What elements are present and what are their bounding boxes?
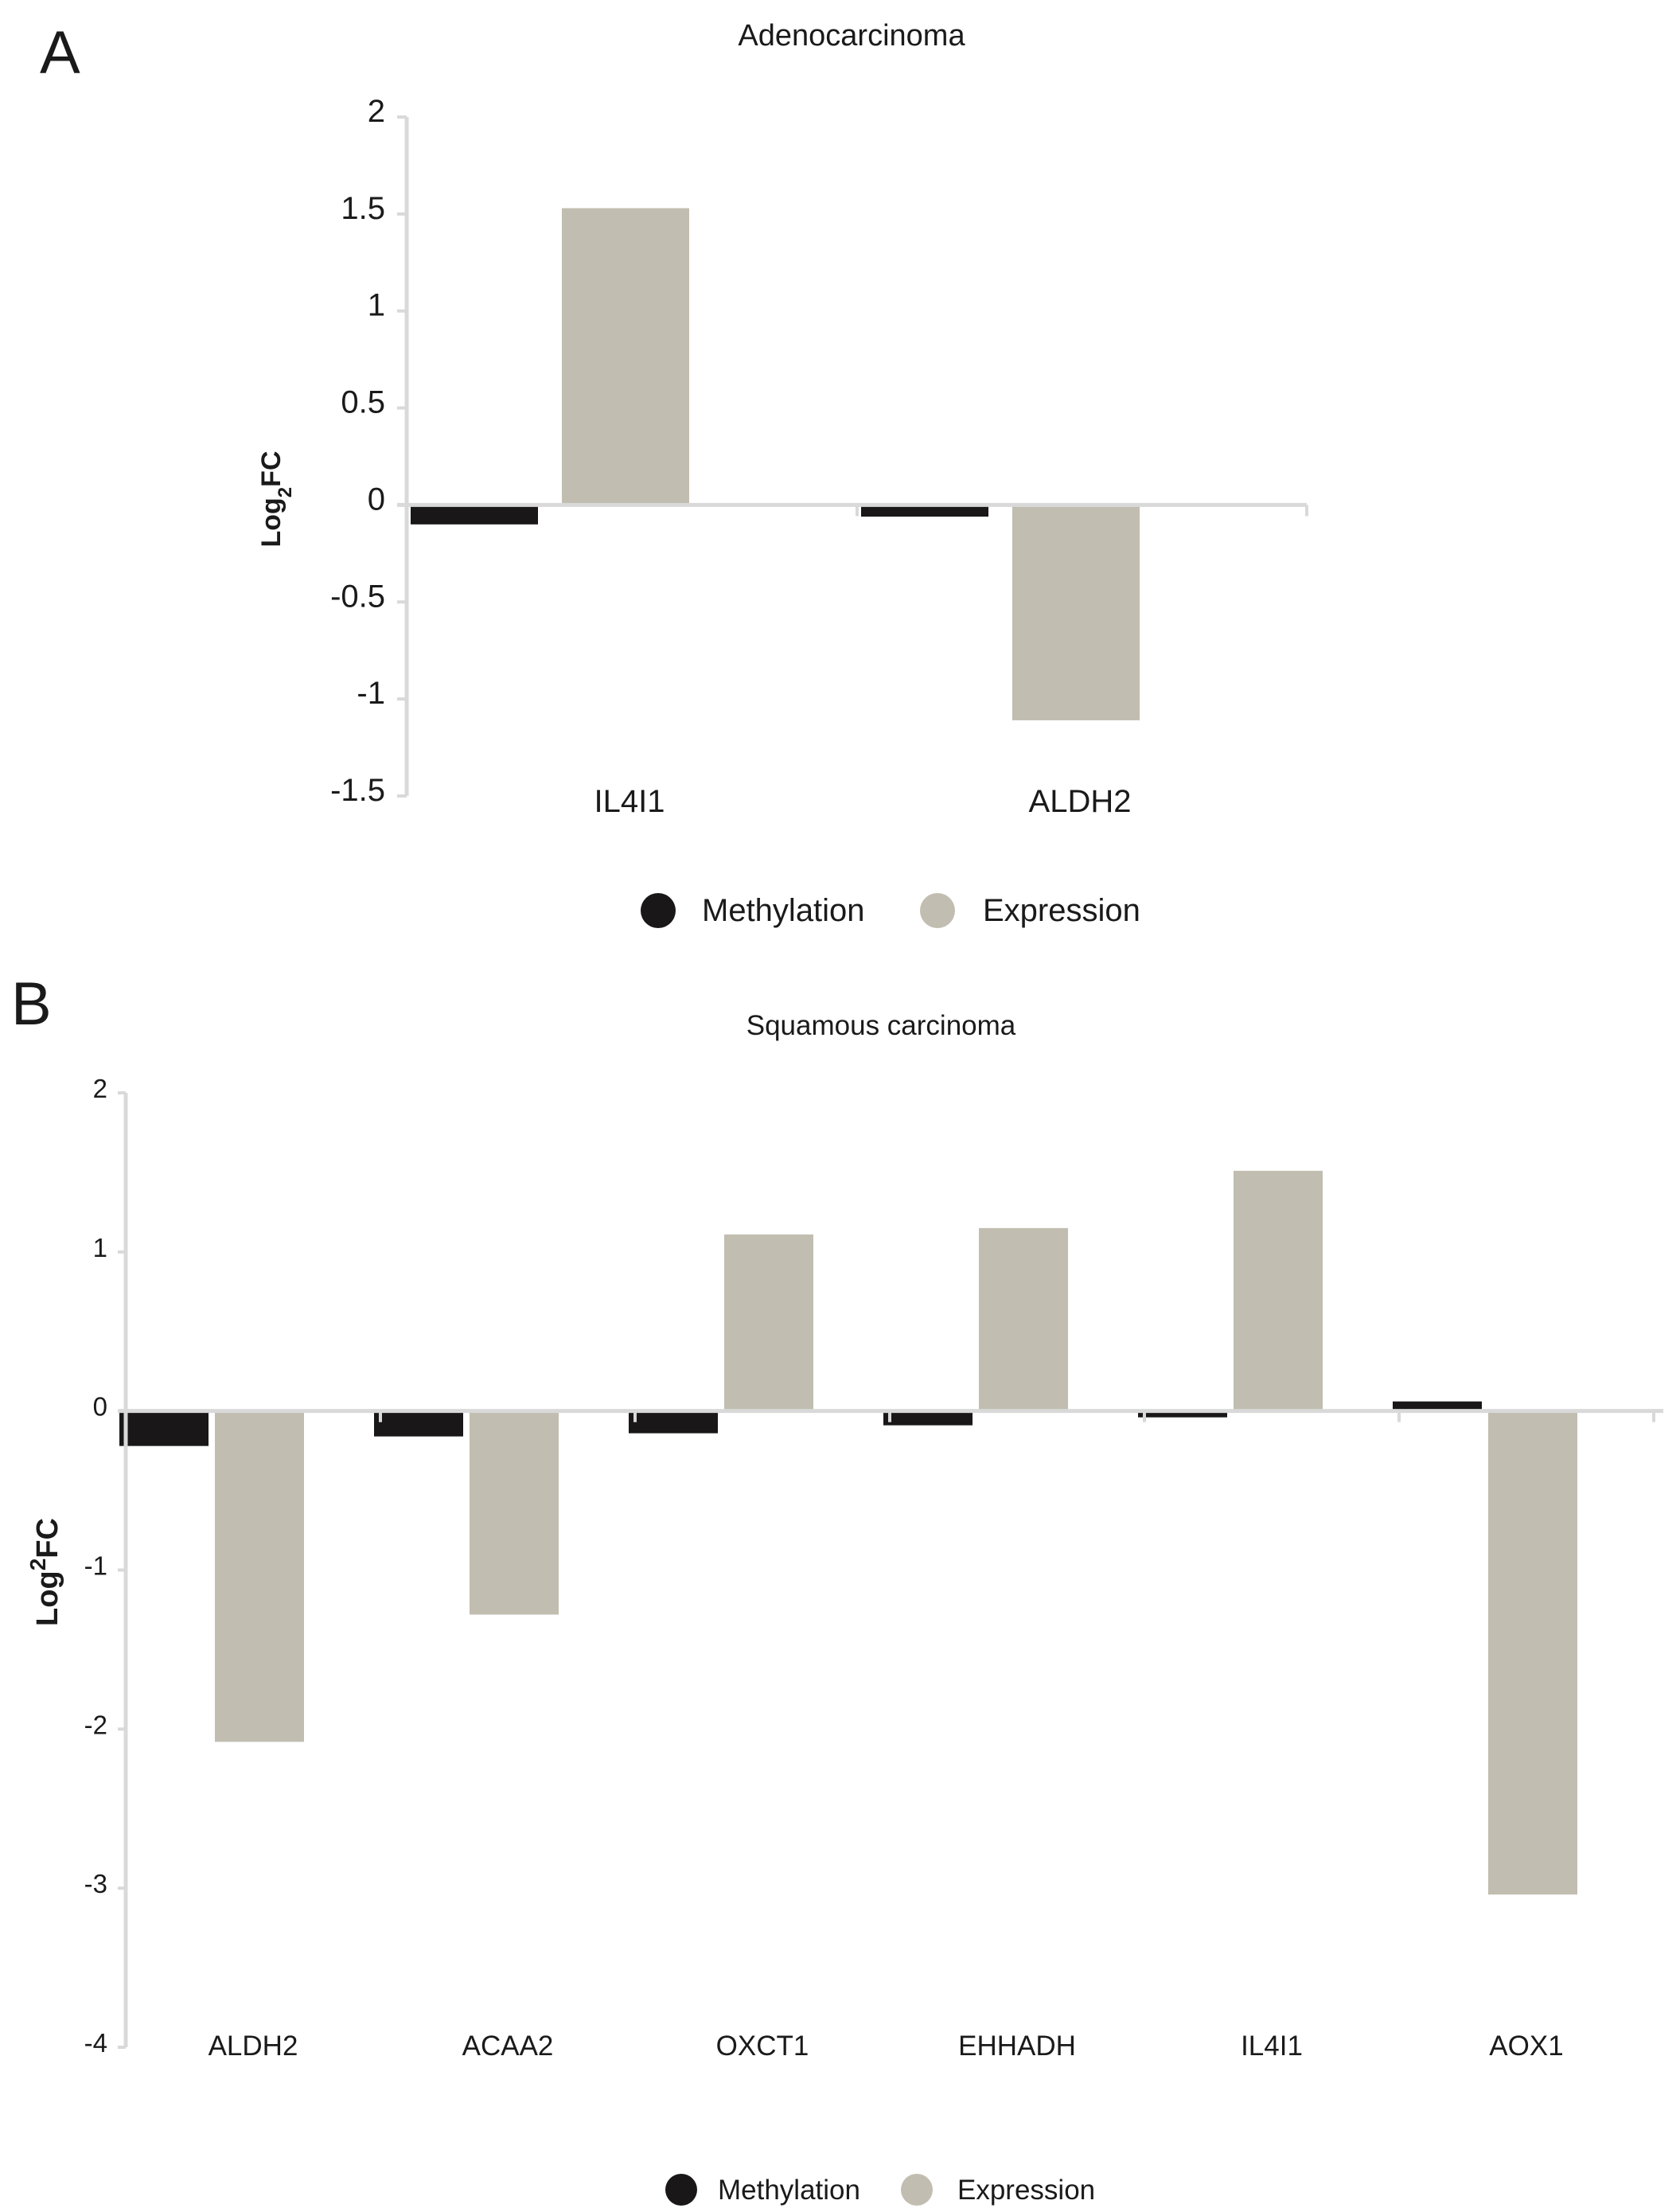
bar-expression-il4i1	[1234, 1170, 1323, 1411]
bar-expression-ehhadh	[979, 1227, 1068, 1411]
axes-a	[397, 117, 1308, 796]
y-tick-label: 2	[93, 1074, 107, 1103]
y-tick-label: -0.5	[330, 579, 385, 614]
category-label: EHHADH	[958, 2031, 1076, 2062]
y-tick-label: 0.5	[341, 385, 385, 420]
y-axis-label-b: Log2FC	[25, 1518, 65, 1626]
y-tick-label: 2	[368, 94, 385, 129]
y-tick-label: 1.5	[341, 191, 385, 226]
panel-letter-a: A	[40, 19, 80, 87]
category-label: ALDH2	[209, 2031, 298, 2062]
y-ticks-a: 2 1.5 1 0.5 0 -0.5 -1 -1.5	[330, 94, 407, 808]
legend-label-methylation-b: Methylation	[718, 2175, 860, 2206]
y-tick-label: 0	[93, 1392, 107, 1422]
legend-swatch-expression-b	[901, 2174, 933, 2206]
panel-a: A Adenocarcinoma Log2FC 2 1.5 1 0.5 0 -0.5 -1 -…	[40, 19, 1308, 928]
bar-expression-acaa2	[470, 1410, 559, 1615]
axes-b	[118, 1093, 1663, 2047]
y-tick-label: -3	[84, 1869, 107, 1898]
bar-expression-aldh2	[215, 1410, 304, 1742]
bar-expression-oxct1	[724, 1234, 813, 1411]
y-tick-label: -4	[84, 2028, 107, 2058]
chart-title-b: Squamous carcinoma	[746, 1010, 1016, 1041]
category-label: OXCT1	[716, 2031, 809, 2062]
y-tick-label: 1	[93, 1233, 107, 1262]
y-tick-label: 1	[368, 288, 385, 323]
category-labels-a: IL4I1 ALDH2	[594, 784, 1132, 819]
y-tick-label: 0	[368, 482, 385, 517]
category-labels-b: ALDH2 ACAA2 OXCT1 EHHADH IL4I1 AOX1	[209, 2031, 1564, 2062]
bar-expression-il4i1	[562, 208, 689, 505]
bar-methylation-il4i1	[411, 505, 538, 525]
y-tick-label: -1.5	[330, 773, 385, 808]
bar-methylation-aox1	[1393, 1401, 1482, 1411]
bars-b	[119, 1170, 1577, 1895]
bars-a	[411, 208, 1140, 720]
bar-expression-aox1	[1488, 1410, 1577, 1895]
category-label: ACAA2	[462, 2031, 554, 2062]
y-axis-label-a: Log2FC	[256, 451, 296, 548]
category-label: AOX1	[1489, 2031, 1563, 2062]
panel-letter-b: B	[11, 970, 52, 1038]
panel-b: B Squamous carcinoma Log2FC 210-1-2-3-4 …	[11, 970, 1663, 2206]
legend-label-expression-b: Expression	[957, 2175, 1095, 2206]
legend-swatch-methylation-a	[641, 893, 676, 928]
bar-methylation-acaa2	[374, 1410, 463, 1437]
y-tick-label: -1	[84, 1551, 107, 1581]
category-label: IL4I1	[594, 784, 665, 819]
legend-swatch-expression-a	[920, 893, 955, 928]
legend-label-expression-a: Expression	[983, 893, 1140, 928]
y-tick-label: -1	[357, 676, 385, 711]
legend-swatch-methylation-b	[665, 2174, 697, 2206]
chart-title-a: Adenocarcinoma	[738, 19, 965, 53]
category-label: IL4I1	[1241, 2031, 1303, 2062]
bar-methylation-oxct1	[629, 1410, 718, 1434]
bar-methylation-ehhadh	[883, 1410, 973, 1426]
bar-methylation-aldh2	[119, 1410, 209, 1446]
legend-label-methylation-a: Methylation	[702, 893, 865, 928]
bar-methylation-aldh2	[861, 505, 988, 517]
legend-b: Methylation Expression	[665, 2174, 1095, 2206]
legend-a: Methylation Expression	[641, 893, 1140, 928]
y-tick-label: -2	[84, 1710, 107, 1739]
bar-expression-aldh2	[1012, 505, 1140, 720]
category-label: ALDH2	[1029, 784, 1132, 819]
bar-methylation-il4i1	[1138, 1410, 1227, 1418]
y-ticks-b: 2 1 0 -1 -2 -3 -4	[84, 1074, 126, 2058]
